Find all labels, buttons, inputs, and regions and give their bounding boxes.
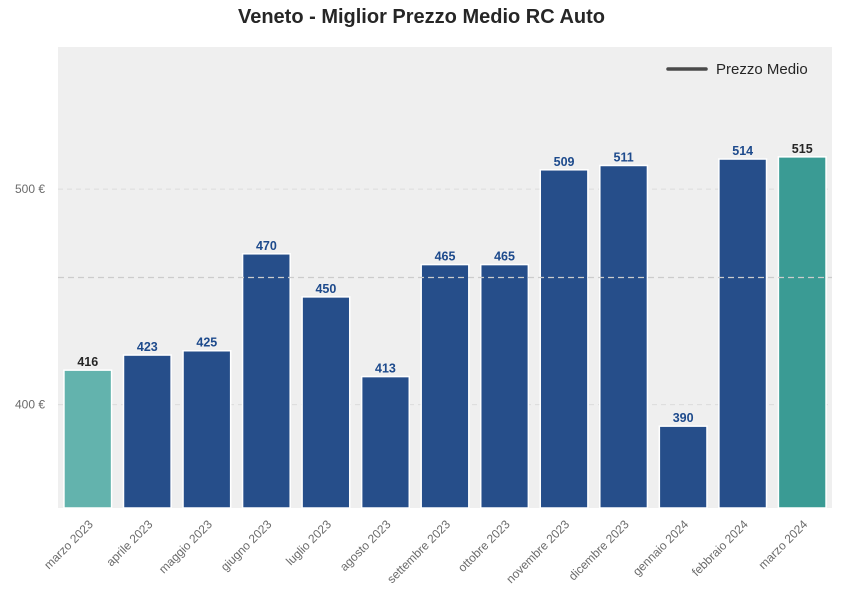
legend-label: Prezzo Medio xyxy=(716,61,808,78)
bar-value-label: 425 xyxy=(196,336,217,350)
bar-value-label: 509 xyxy=(554,155,575,169)
x-tick-label: marzo 2024 xyxy=(756,517,811,572)
bar xyxy=(718,158,768,509)
x-tick-label: febbraio 2024 xyxy=(689,517,751,579)
x-tick-label: agosto 2023 xyxy=(337,517,394,574)
bar xyxy=(182,349,232,509)
x-tick-label: maggio 2023 xyxy=(156,517,215,576)
bar-value-label: 413 xyxy=(375,362,396,376)
bar xyxy=(479,263,530,509)
bar xyxy=(420,263,470,509)
x-tick-label: dicembre 2023 xyxy=(566,517,632,583)
chart-title: Veneto - Miglior Prezzo Medio RC Auto xyxy=(237,6,606,28)
bar-value-label: 470 xyxy=(256,239,277,253)
x-tick-label: luglio 2023 xyxy=(283,517,334,568)
y-tick-label: 500 € xyxy=(15,182,45,196)
bar-value-label: 465 xyxy=(494,250,515,264)
bar-value-label: 465 xyxy=(435,250,456,264)
bar xyxy=(658,425,708,509)
bar xyxy=(360,375,411,509)
bar xyxy=(539,169,589,509)
bar-value-label: 515 xyxy=(792,142,813,156)
bar xyxy=(301,296,351,509)
x-tick-label: marzo 2023 xyxy=(41,517,96,572)
x-tick-label: novembre 2023 xyxy=(503,517,572,586)
bar xyxy=(777,156,827,509)
x-tick-label: giugno 2023 xyxy=(218,517,275,574)
bar xyxy=(241,253,291,509)
bar xyxy=(122,354,172,509)
x-tick-label: settembre 2023 xyxy=(384,517,453,586)
bar xyxy=(599,164,649,509)
y-tick-label: 400 € xyxy=(15,398,45,412)
bar-value-label: 511 xyxy=(614,150,634,164)
x-tick-label: aprile 2023 xyxy=(104,517,156,569)
bar-value-label: 416 xyxy=(77,355,98,369)
bar xyxy=(63,369,113,509)
bar-value-label: 423 xyxy=(137,340,158,354)
x-tick-label: ottobre 2023 xyxy=(455,517,513,575)
x-tick-label: gennaio 2024 xyxy=(630,517,692,579)
bar-value-label: 390 xyxy=(673,411,694,425)
bar-value-label: 450 xyxy=(315,282,336,296)
bar-value-label: 514 xyxy=(732,144,753,158)
